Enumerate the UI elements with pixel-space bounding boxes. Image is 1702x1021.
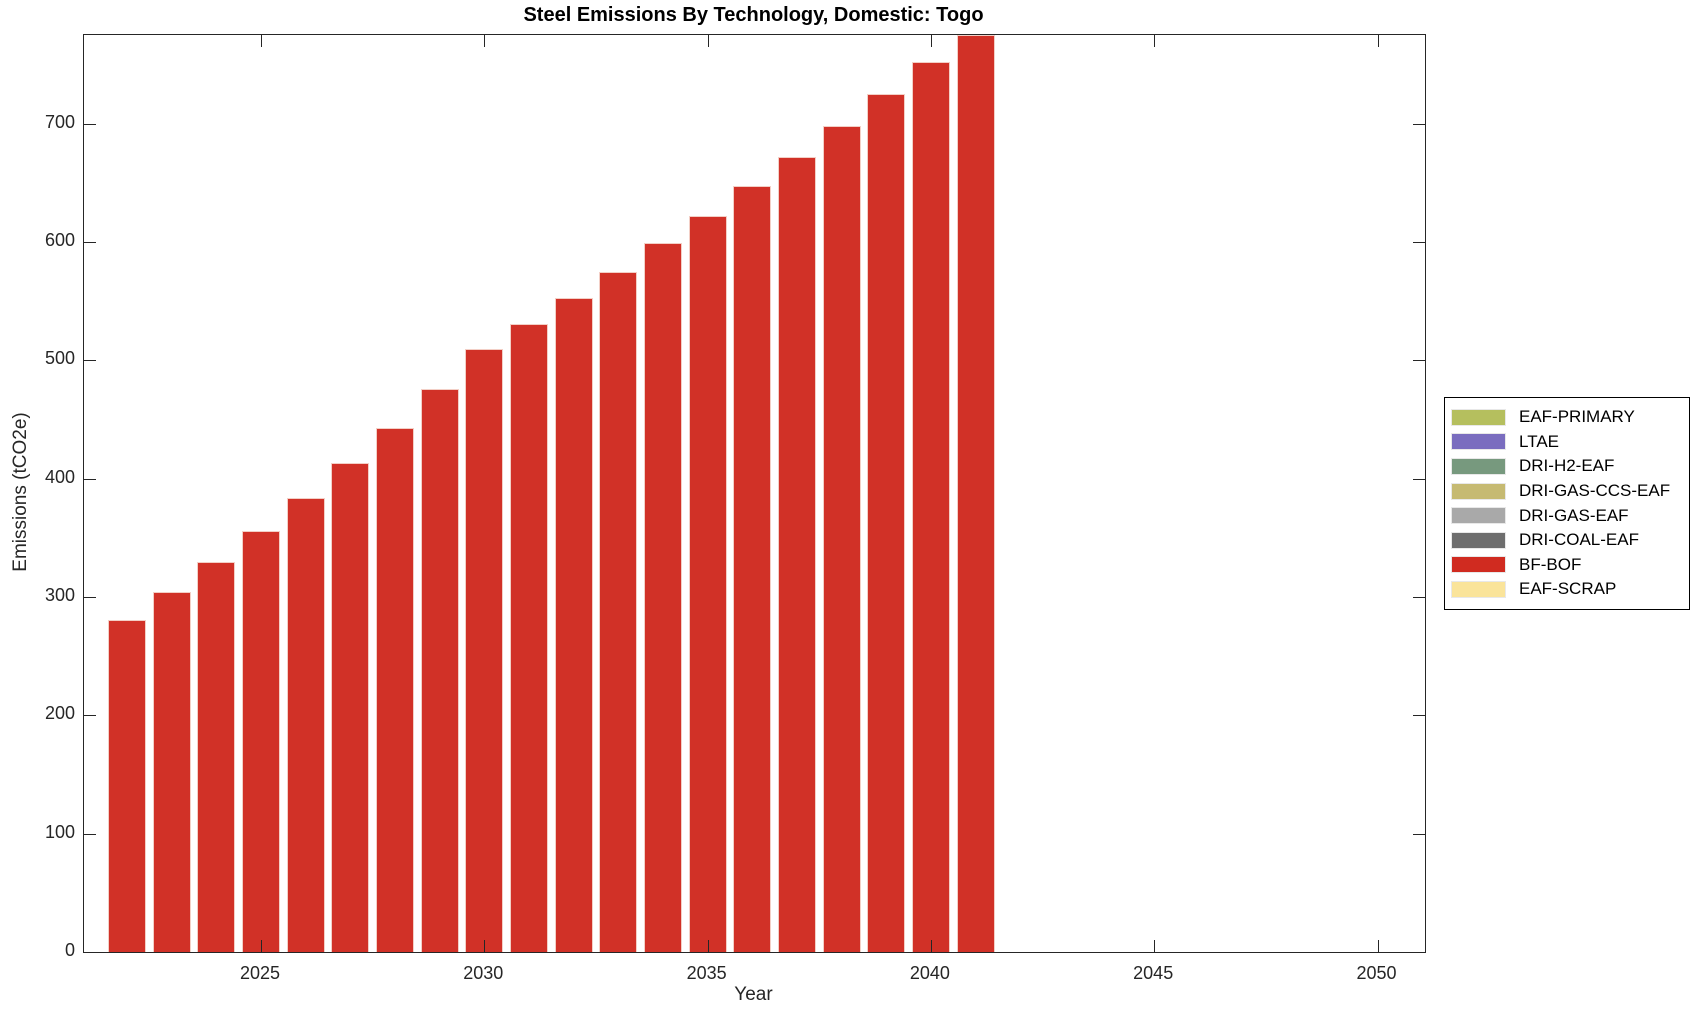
- bar-2023: [152, 592, 191, 952]
- y-tick-label: 200: [44, 703, 75, 724]
- legend-label: DRI-GAS-EAF: [1519, 505, 1629, 525]
- bar-2032: [554, 297, 593, 952]
- x-tick-mark-top: [930, 35, 932, 47]
- bar-2028: [375, 427, 414, 952]
- legend-label: DRI-H2-EAF: [1519, 456, 1615, 476]
- x-tick-mark-top: [1377, 35, 1379, 47]
- bar-2036: [733, 186, 772, 952]
- y-tick-label: 300: [44, 585, 75, 606]
- y-tick-label: 500: [44, 348, 75, 369]
- x-tick-mark-top: [484, 35, 486, 47]
- legend: EAF-PRIMARY LTAE DRI-H2-EAF DRI-GAS-CCS-EAF…: [1444, 397, 1690, 610]
- y-tick-mark-right: [1413, 123, 1425, 125]
- chart-title: Steel Emissions By Technology, Domestic:…: [523, 4, 984, 26]
- x-tick-mark-bottom: [1377, 940, 1379, 952]
- legend-swatch-icon: [1451, 580, 1506, 598]
- legend-label: EAF-PRIMARY: [1519, 407, 1635, 427]
- legend-swatch-icon: [1451, 556, 1506, 574]
- legend-swatch-icon: [1451, 433, 1506, 451]
- bar-2027: [331, 463, 370, 952]
- legend-label: EAF-SCRAP: [1519, 579, 1617, 599]
- legend-swatch-icon: [1451, 507, 1506, 525]
- legend-swatch-icon: [1451, 482, 1506, 500]
- y-tick-mark-left: [84, 715, 96, 717]
- x-tick-mark-top: [707, 35, 709, 47]
- legend-swatch-icon: [1451, 408, 1506, 426]
- bar-2037: [777, 156, 816, 952]
- legend-item-eaf-scrap: EAF-SCRAP: [1451, 577, 1681, 602]
- x-tick-mark-bottom: [930, 940, 932, 952]
- bar-2033: [599, 271, 638, 952]
- legend-item-dri-gas-ccs-eaf: DRI-GAS-CCS-EAF: [1451, 479, 1681, 504]
- bar-2039: [867, 94, 906, 952]
- y-tick-mark-left: [84, 360, 96, 362]
- legend-item-dri-coal-eaf: DRI-COAL-EAF: [1451, 528, 1681, 553]
- x-tick-mark-top: [1154, 35, 1156, 47]
- legend-item-bf-bof: BF-BOF: [1451, 553, 1681, 578]
- y-tick-mark-right: [1413, 952, 1425, 953]
- bar-2030: [465, 348, 504, 952]
- legend-swatch-icon: [1451, 457, 1506, 475]
- bar-2038: [822, 126, 861, 952]
- y-tick-mark-left: [84, 952, 96, 953]
- y-tick-mark-right: [1413, 833, 1425, 835]
- bar-2034: [643, 243, 682, 952]
- x-tick-mark-bottom: [484, 940, 486, 952]
- y-tick-mark-right: [1413, 715, 1425, 717]
- y-tick-mark-left: [84, 242, 96, 244]
- legend-swatch-icon: [1451, 531, 1506, 549]
- y-tick-mark-left: [84, 833, 96, 835]
- bar-2029: [420, 388, 459, 952]
- legend-label: BF-BOF: [1519, 554, 1582, 574]
- x-tick-label: 2025: [239, 963, 281, 983]
- y-axis-label: Emissions (tCO2e): [10, 412, 31, 572]
- plot-area: [83, 34, 1426, 953]
- y-tick-mark-right: [1413, 360, 1425, 362]
- legend-item-dri-h2-eaf: DRI-H2-EAF: [1451, 454, 1681, 479]
- y-tick-label: 100: [44, 821, 75, 842]
- x-axis-label: Year: [734, 984, 773, 1005]
- x-tick-label: 2035: [686, 963, 727, 983]
- legend-label: DRI-COAL-EAF: [1519, 530, 1639, 550]
- bar-2031: [509, 323, 548, 952]
- bar-2035: [688, 216, 727, 952]
- legend-label: LTAE: [1519, 431, 1559, 451]
- legend-item-ltae: LTAE: [1451, 430, 1681, 455]
- x-tick-label: 2045: [1133, 963, 1174, 983]
- y-tick-label: 0: [64, 940, 75, 960]
- legend-item-dri-gas-eaf: DRI-GAS-EAF: [1451, 503, 1681, 528]
- y-tick-label: 400: [44, 466, 75, 487]
- bar-2022: [108, 619, 147, 952]
- x-tick-label: 2050: [1356, 963, 1397, 983]
- y-tick-mark-right: [1413, 478, 1425, 480]
- y-tick-mark-left: [84, 123, 96, 125]
- x-tick-mark-bottom: [707, 940, 709, 952]
- bar-2040: [911, 62, 950, 952]
- y-tick-label: 700: [44, 111, 75, 132]
- x-tick-label: 2040: [909, 963, 950, 983]
- y-tick-mark-left: [84, 478, 96, 480]
- x-tick-label: 2030: [463, 963, 504, 983]
- legend-label: DRI-GAS-CCS-EAF: [1519, 481, 1671, 501]
- bar-2024: [197, 561, 236, 952]
- bar-2026: [286, 497, 325, 952]
- x-tick-mark-top: [261, 35, 262, 47]
- y-tick-mark-right: [1413, 597, 1425, 599]
- y-tick-mark-right: [1413, 242, 1425, 244]
- x-tick-mark-bottom: [261, 940, 262, 952]
- x-tick-mark-bottom: [1154, 940, 1156, 952]
- bar-2041: [956, 35, 995, 952]
- legend-item-eaf-primary: EAF-PRIMARY: [1451, 405, 1681, 430]
- bar-2025: [242, 530, 280, 952]
- y-tick-mark-left: [84, 597, 96, 599]
- y-tick-label: 600: [44, 230, 75, 251]
